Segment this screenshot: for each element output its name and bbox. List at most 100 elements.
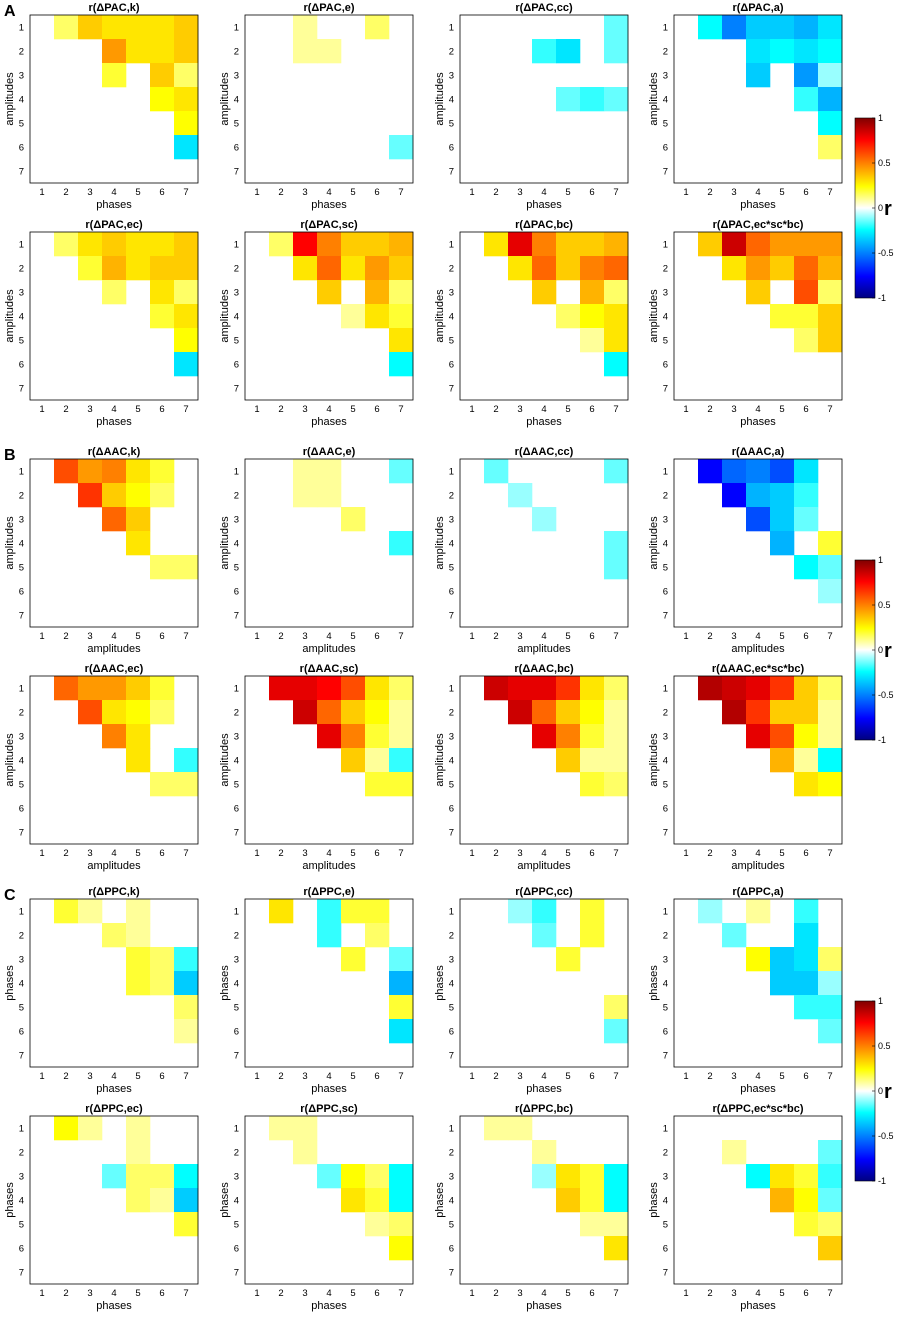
heatmap-cell bbox=[818, 1019, 843, 1044]
y-axis-label: phases bbox=[219, 965, 231, 1001]
heatmap-cell bbox=[126, 531, 151, 556]
x-tick-label: 7 bbox=[613, 848, 618, 859]
heatmap-cell bbox=[365, 700, 390, 725]
heatmap-cell bbox=[770, 15, 795, 40]
y-tick-label: 7 bbox=[449, 167, 454, 178]
heatmap-cell bbox=[54, 676, 79, 701]
plot-title: r(ΔAAC,cc) bbox=[515, 446, 574, 458]
y-tick-label: 6 bbox=[663, 143, 668, 154]
x-tick-label: 6 bbox=[803, 848, 808, 859]
heatmap-cell bbox=[269, 1116, 294, 1141]
heatmap-cell bbox=[580, 724, 605, 749]
x-tick-label: 6 bbox=[159, 1288, 164, 1299]
heatmap-cell bbox=[365, 1164, 390, 1189]
heatmap-cell bbox=[818, 1188, 843, 1213]
colorbar-tick-label: 1 bbox=[878, 996, 883, 1006]
x-tick-label: 6 bbox=[803, 1071, 808, 1082]
x-tick-label: 1 bbox=[683, 631, 688, 642]
x-tick-label: 1 bbox=[683, 187, 688, 198]
x-tick-label: 6 bbox=[803, 631, 808, 642]
x-tick-label: 1 bbox=[683, 848, 688, 859]
heatmap-cell bbox=[317, 676, 342, 701]
heatmap-cell bbox=[54, 459, 79, 484]
y-axis-label: amplitudes bbox=[434, 289, 446, 343]
x-tick-label: 5 bbox=[350, 404, 355, 415]
heatmap-cell bbox=[174, 971, 199, 996]
colorbar-tick-label: 0 bbox=[878, 645, 883, 655]
x-tick-label: 6 bbox=[589, 1071, 594, 1082]
heatmap-cell bbox=[604, 232, 629, 257]
heatmap-cell bbox=[102, 459, 127, 484]
y-tick-label: 4 bbox=[449, 756, 454, 767]
heatmap-cell bbox=[818, 555, 843, 580]
heatmap-cell bbox=[604, 1212, 629, 1237]
x-tick-label: 1 bbox=[469, 1071, 474, 1082]
heatmap-cell bbox=[580, 700, 605, 725]
heatmap-cell bbox=[126, 1140, 151, 1165]
heatmap-cell bbox=[818, 579, 843, 604]
heatmap-cell bbox=[508, 700, 533, 725]
x-tick-label: 1 bbox=[469, 631, 474, 642]
y-tick-label: 4 bbox=[663, 979, 668, 990]
colorbar-tick-label: 0.5 bbox=[878, 1041, 891, 1051]
heatmap-cell bbox=[126, 724, 151, 749]
x-tick-label: 3 bbox=[731, 1288, 736, 1299]
x-tick-label: 6 bbox=[374, 848, 379, 859]
heatmap-cell bbox=[770, 971, 795, 996]
x-tick-label: 1 bbox=[39, 631, 44, 642]
y-tick-label: 6 bbox=[234, 804, 239, 815]
x-tick-label: 1 bbox=[469, 848, 474, 859]
x-tick-label: 4 bbox=[111, 848, 116, 859]
heatmap-cell bbox=[484, 459, 509, 484]
heatmap-cell bbox=[174, 304, 199, 329]
heatmap-cell bbox=[508, 256, 533, 281]
x-tick-label: 3 bbox=[302, 1071, 307, 1082]
heatmap-cell bbox=[722, 1140, 747, 1165]
y-tick-label: 6 bbox=[234, 1027, 239, 1038]
y-tick-label: 4 bbox=[449, 1196, 454, 1207]
y-tick-label: 7 bbox=[663, 1051, 668, 1062]
x-tick-label: 1 bbox=[254, 187, 259, 198]
y-tick-label: 6 bbox=[234, 1244, 239, 1255]
heatmap-18: r(ΔPPC,e) 1 1 2 2 3 3 4 4 5 5 6 6 7 7 phases phases bbox=[219, 886, 414, 1095]
x-tick-label: 5 bbox=[565, 187, 570, 198]
y-tick-label: 3 bbox=[663, 1172, 668, 1183]
x-tick-label: 6 bbox=[374, 187, 379, 198]
y-tick-label: 1 bbox=[449, 240, 454, 251]
heatmap-cell bbox=[604, 1019, 629, 1044]
heatmap-cell bbox=[341, 899, 366, 924]
x-tick-label: 2 bbox=[63, 848, 68, 859]
x-tick-label: 2 bbox=[707, 631, 712, 642]
heatmap-cell bbox=[389, 724, 414, 749]
heatmap-cell bbox=[532, 1164, 557, 1189]
colorbars: 1 0.5 0 -0.5 -1 r 1 0.5 0 -0.5 -1 r 1 0.5 0 -0.5 -1 r bbox=[854, 113, 894, 1186]
heatmap-cell bbox=[174, 15, 199, 40]
x-tick-label: 2 bbox=[707, 1071, 712, 1082]
heatmap-cell bbox=[389, 1212, 414, 1237]
heatmap-cell bbox=[580, 87, 605, 112]
heatmap-cell bbox=[365, 1188, 390, 1213]
heatmap-cell bbox=[794, 328, 819, 353]
x-tick-label: 1 bbox=[39, 404, 44, 415]
x-tick-label: 1 bbox=[469, 187, 474, 198]
y-tick-label: 2 bbox=[234, 47, 239, 58]
x-tick-label: 3 bbox=[517, 187, 522, 198]
heatmap-cell bbox=[818, 87, 843, 112]
heatmap-6: r(ΔPAC,sc) 1 1 2 2 3 3 4 4 5 5 6 6 7 7 phases amplitudes bbox=[219, 219, 414, 428]
heatmap-cell bbox=[580, 899, 605, 924]
heatmap-cell bbox=[174, 87, 199, 112]
y-tick-label: 1 bbox=[663, 684, 668, 695]
heatmap-cell bbox=[818, 531, 843, 556]
y-tick-label: 2 bbox=[234, 491, 239, 502]
x-tick-label: 4 bbox=[326, 404, 331, 415]
y-tick-label: 4 bbox=[449, 312, 454, 323]
x-axis-label: phases bbox=[526, 416, 562, 428]
heatmap-cell bbox=[722, 483, 747, 508]
x-tick-label: 7 bbox=[398, 187, 403, 198]
heatmap-cell bbox=[770, 531, 795, 556]
x-tick-label: 3 bbox=[87, 187, 92, 198]
x-tick-label: 5 bbox=[565, 631, 570, 642]
x-axis-label: amplitudes bbox=[731, 643, 785, 655]
heatmap-cell bbox=[150, 772, 175, 797]
heatmap-cell bbox=[818, 328, 843, 353]
